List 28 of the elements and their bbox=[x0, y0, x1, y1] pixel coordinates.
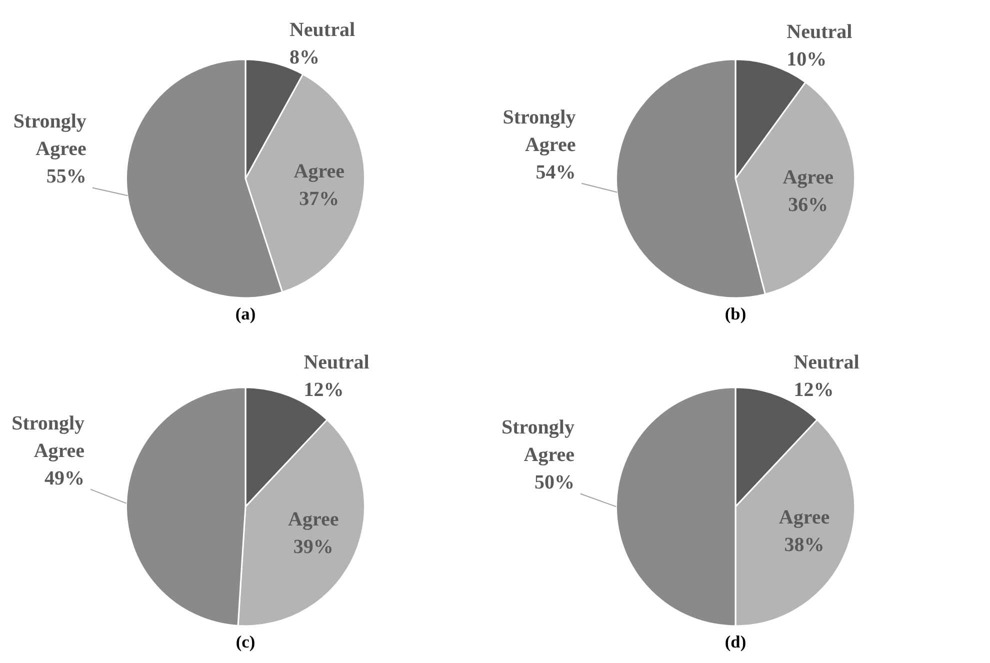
slice-label: Neutral bbox=[786, 21, 853, 44]
slice-label: Agree bbox=[294, 160, 345, 182]
slice-label: Strongly Agree bbox=[12, 412, 85, 462]
slice-label: Agree bbox=[288, 508, 339, 531]
text: (a) bbox=[235, 304, 256, 324]
slice-label: Strongly Agree bbox=[502, 416, 575, 466]
slice-label: Agree bbox=[782, 166, 834, 188]
slice-label: Neutral bbox=[304, 351, 370, 374]
data-label: 12% bbox=[304, 378, 344, 401]
data-label: 49% bbox=[44, 467, 85, 490]
data-label: 10% bbox=[786, 48, 827, 71]
data-label: 36% bbox=[788, 194, 828, 216]
data-label: 12% bbox=[794, 378, 834, 401]
data-label: 50% bbox=[534, 472, 574, 494]
data-label: 39% bbox=[293, 536, 334, 558]
slice-label: Neutral bbox=[794, 351, 860, 374]
text: (d) bbox=[724, 632, 746, 652]
data-label: 38% bbox=[784, 534, 824, 556]
data-label: 55% bbox=[46, 166, 86, 188]
data-label: 8% bbox=[289, 46, 320, 69]
text: (c) bbox=[236, 632, 256, 652]
data-label: 54% bbox=[536, 161, 576, 184]
slice-label: Strongly Agree bbox=[13, 110, 87, 160]
slice-label: Neutral bbox=[289, 19, 356, 42]
slice-label: Agree bbox=[778, 506, 830, 529]
slice-label: Strongly Agree bbox=[502, 106, 576, 156]
data-label: 37% bbox=[299, 188, 340, 210]
text: (b) bbox=[724, 304, 746, 324]
